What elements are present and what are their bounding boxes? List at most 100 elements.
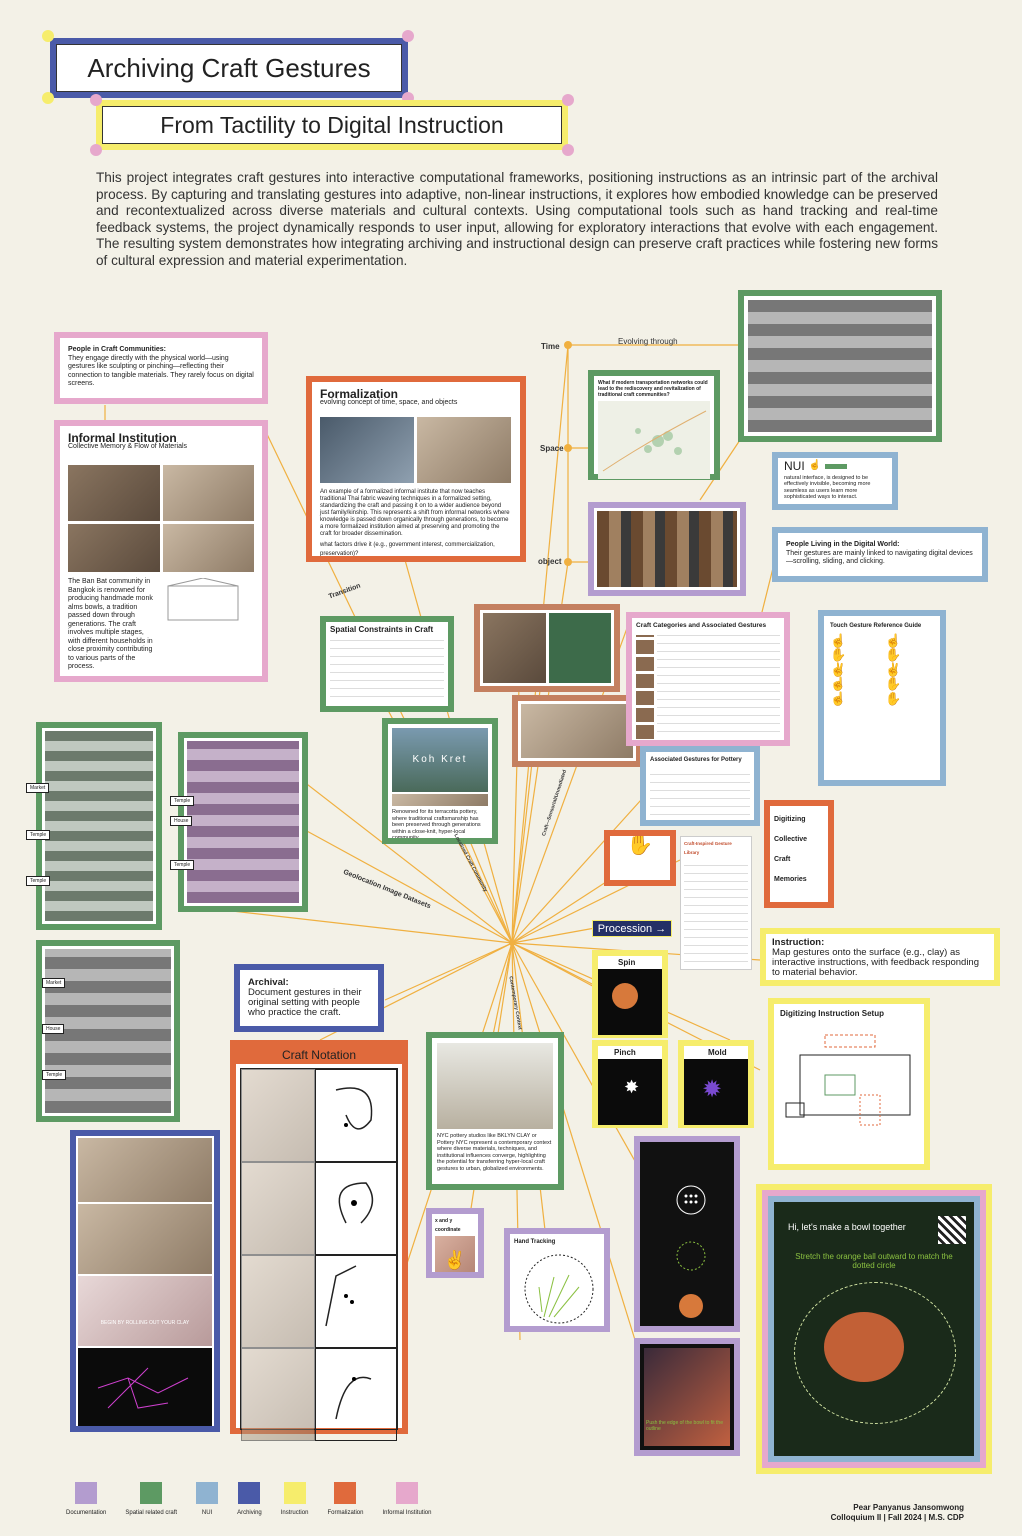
pointer-hand-icon: ☝ (808, 460, 822, 471)
legend-item-formalization: Formalization (327, 1482, 363, 1516)
poster-subtitle: From Tactility to Digital Instruction (102, 106, 562, 144)
corner-dot (562, 144, 574, 156)
bowl-title: Hi, let's make a bowl together (788, 1222, 906, 1232)
website-card (512, 695, 642, 767)
axis-space: Space (540, 444, 564, 453)
instruction-card: Instruction: Map gestures onto the surfa… (760, 928, 1000, 986)
informal-subtitle: Collective Memory & Flow of Materials (68, 442, 188, 450)
spatial-table (330, 637, 444, 704)
hand-skeleton-screen (78, 1348, 212, 1426)
legend-item-documentation: Documentation (66, 1482, 106, 1516)
tag-temple-b1: Temple (170, 796, 195, 806)
hand-tracking-label: Hand Tracking (514, 1239, 556, 1245)
bowl-card-outer: Hi, let's make a bowl together Stretch t… (756, 1184, 992, 1474)
pottery-gestures-card: Associated Gestures for Pottery (640, 746, 760, 826)
tag-market-a: Market (26, 783, 50, 793)
notation-title: Craft Notation (236, 1046, 402, 1064)
archival-title: Archival: (248, 977, 289, 988)
rolling-caption: BEGIN BY ROLLING OUT YOUR CLAY (100, 1320, 190, 1326)
book-cover-2 (548, 613, 611, 683)
title-banner: Archiving Craft Gestures (50, 38, 408, 98)
phone-screen-1 (634, 1136, 740, 1332)
spin-screen (598, 969, 662, 1035)
geolocation-dataset-b (178, 732, 308, 912)
legend-swatch (283, 1482, 306, 1504)
dataset-c-grid (45, 949, 171, 1113)
tap-gesture-icon: ☝ (830, 632, 847, 648)
nyc-studio-card: NYC pottery studios like BKLYN CLAY or P… (426, 1032, 564, 1190)
digitizing-line-2: Collective (774, 836, 808, 843)
pottery-gestures-title: Associated Gestures for Pottery (650, 757, 742, 763)
pinch-label: Pinch (614, 1048, 636, 1057)
pinch-card: Pinch ✸ (592, 1040, 668, 1128)
flick-icon: ✋ (885, 647, 902, 662)
network-diagram (158, 676, 228, 683)
digital-people-text: Their gestures are mainly linked to navi… (786, 549, 973, 566)
koh-kret-strip (392, 794, 488, 806)
setup-title: Digitizing Instruction Setup (780, 1009, 884, 1018)
corner-dot (90, 144, 102, 156)
archival-card: Archival: Document gestures in their ori… (234, 964, 384, 1032)
hold-icon: ✋ (885, 690, 902, 706)
legend-item-nui: NUI (196, 1482, 219, 1516)
tag-temple-b2: Temple (170, 860, 195, 870)
poster-title: Archiving Craft Gestures (56, 44, 402, 92)
photo-craftsman (162, 524, 254, 572)
corner-dot (42, 92, 54, 104)
mold-label: Mold (708, 1048, 727, 1057)
gesture-icon-card: ✋ (604, 830, 676, 886)
geolocation-dataset-a (36, 722, 162, 930)
photo-presentation (320, 417, 414, 483)
legend-swatch (75, 1482, 98, 1504)
koh-kret-card: Koh Kret Renowned for its terracotta pot… (382, 718, 498, 844)
instruction-title: Instruction: (772, 937, 825, 948)
notation-drawing-2 (315, 1162, 397, 1255)
legend-swatch (334, 1482, 357, 1504)
formalization-title: Formalization (320, 387, 399, 401)
nyc-studio-photo (437, 1043, 553, 1129)
gesture-library-card: Craft-Inspired Gesture Library (680, 836, 752, 970)
craft-thumbs (636, 634, 654, 739)
xy-label: x and y coordinate (435, 1218, 461, 1233)
formalization-question: what factors drive it (e.g., government … (320, 542, 495, 557)
nyc-text: NYC pottery studios like BKLYN CLAY or P… (437, 1133, 552, 1172)
spatial-constraints-card: Spatial Constraints in Craft (320, 616, 454, 712)
axis-object: object (538, 557, 562, 566)
author-course: Colloquium II | Fall 2024 | M.S. CDP (830, 1513, 964, 1522)
legend-item-archiving: Archiving (237, 1482, 262, 1516)
mold-card: Mold ✹ (678, 1040, 754, 1128)
instruction-setup-card: Digitizing Instruction Setup (768, 998, 930, 1170)
legend-item-instruction: Instruction (281, 1482, 308, 1516)
hand-tracking-diagram (524, 1254, 594, 1323)
hands-photo-3: BEGIN BY ROLLING OUT YOUR CLAY (78, 1276, 212, 1346)
map-image (598, 401, 710, 479)
phone-screen-2: Push the edge of the bowl to fit the out… (634, 1338, 740, 1456)
spin-card: Spin (592, 950, 668, 1038)
dataset-b-grid (187, 741, 299, 903)
nui-card: NUI ☝ natural interface, is designed to … (772, 452, 898, 510)
blob-icon: ✹ (702, 1076, 723, 1103)
map-card: What if modern transportation networks c… (588, 370, 720, 480)
books-card (474, 604, 620, 692)
burst-icon: ✸ (624, 1077, 640, 1097)
formalization-card: Formalization evolving concept of time, … (306, 376, 526, 562)
notation-drawing-4 (315, 1348, 397, 1441)
qr-code (938, 1216, 966, 1244)
hand-tracking-card: Hand Tracking (504, 1228, 610, 1332)
target-circle (794, 1282, 956, 1424)
library-table (684, 859, 748, 969)
axis-time: Time (541, 342, 560, 351)
hand-shape-icon: ✋ (626, 831, 654, 856)
people-craft-text: They engage directly with the physical w… (68, 354, 254, 388)
nui-text: natural interface, is designed to be eff… (784, 474, 871, 501)
formalization-subtitle: evolving concept of time, space, and obj… (320, 398, 458, 406)
evolving-label: Evolving through (618, 337, 678, 346)
photo-institution-model (417, 417, 511, 483)
spin-label: Spin (618, 958, 636, 967)
people-craft-title: People in Craft Communities: (68, 346, 167, 353)
author-block: Pear Panyanus Jansomwong Colloquium II |… (831, 1503, 964, 1523)
photo-bowls (162, 465, 254, 521)
legend-item-spatial: Spatial related craft (125, 1482, 177, 1516)
house-diagram (167, 578, 239, 621)
digitizing-memories-card: Digitizing Collective Craft Memories (764, 800, 834, 908)
